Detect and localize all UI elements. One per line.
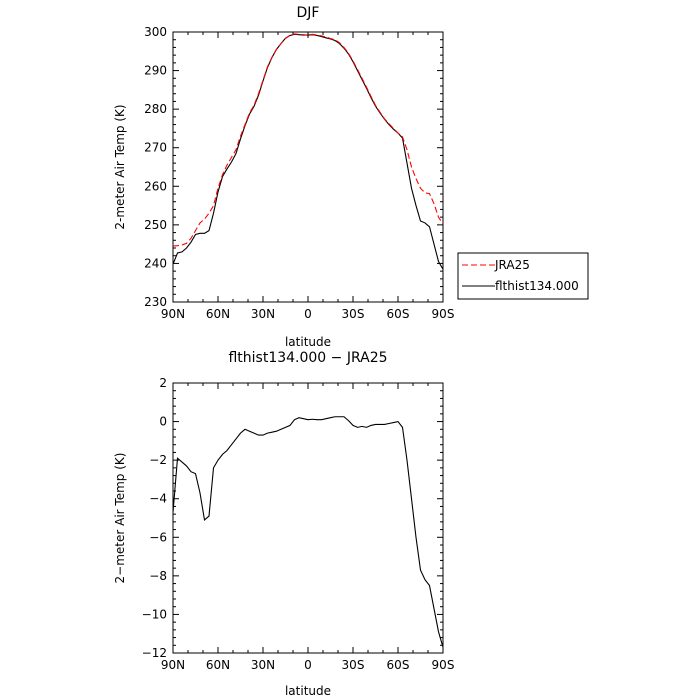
series-line-difference	[172, 416, 444, 648]
y-tick-label: 260	[144, 179, 167, 193]
x-tick-label: 30S	[342, 658, 365, 672]
top-x-axis: 90N 60N 30N 0 30S 60S 90S	[161, 32, 455, 321]
x-tick-label: 60N	[206, 307, 230, 321]
y-tick-label: −6	[149, 530, 167, 544]
y-tick-label: 250	[144, 218, 167, 232]
y-tick-label: 230	[144, 295, 167, 309]
bottom-x-axis-label: latitude	[285, 684, 331, 698]
series-line-flthist134-000	[172, 33, 444, 270]
bottom-panel: flthist134.000 − JRA25 20−2−4−6−8−10−12 …	[113, 350, 454, 698]
bottom-y-axis-label: 2−meter Air Temp (K)	[113, 453, 127, 584]
x-tick-label: 30N	[251, 307, 275, 321]
x-tick-label: 90N	[161, 658, 185, 672]
x-tick-label: 0	[304, 658, 312, 672]
y-tick-label: 240	[144, 256, 167, 270]
x-tick-label: 90S	[432, 307, 455, 321]
bottom-y-axis: 2 0 −2 −4 −6 −8 −10 −12	[142, 376, 443, 660]
legend-box	[457, 252, 589, 300]
x-tick-label: 0	[304, 307, 312, 321]
series-line-jra25	[172, 33, 444, 247]
x-tick-label: 30N	[251, 658, 275, 672]
y-tick-label: −10	[142, 607, 167, 621]
top-series-lines	[172, 33, 444, 270]
y-tick-label: −4	[149, 492, 167, 506]
top-y-axis-label: 2-meter Air Temp (K)	[113, 104, 127, 229]
y-tick-label: −12	[142, 646, 167, 660]
x-tick-label: 90S	[432, 658, 455, 672]
legend: JRA25 flthist134.000	[457, 252, 589, 300]
y-tick-label: 300	[144, 25, 167, 39]
top-title: DJF	[297, 5, 320, 21]
x-tick-label: 60S	[387, 307, 410, 321]
bottom-series-lines	[172, 416, 444, 648]
y-tick-label: −2	[149, 453, 167, 467]
top-panel: DJF 230 240 250 260 270 280 290 300 90N 60N 30N 0 3…	[113, 5, 589, 349]
x-tick-label: 30S	[342, 307, 365, 321]
top-x-axis-label: latitude	[285, 335, 331, 349]
top-y-axis: 230 240 250 260 270 280 290 300	[144, 25, 443, 309]
y-tick-label: 0	[159, 415, 167, 429]
y-tick-label: −8	[149, 569, 167, 583]
top-plot-frame	[172, 31, 444, 303]
bottom-plot-frame	[172, 382, 444, 654]
legend-label-flthist: flthist134.000	[495, 279, 579, 293]
y-tick-label: 270	[144, 141, 167, 155]
x-tick-label: 60N	[206, 658, 230, 672]
bottom-title: flthist134.000 − JRA25	[228, 350, 387, 366]
x-tick-label: 90N	[161, 307, 185, 321]
y-tick-label: 280	[144, 102, 167, 116]
y-tick-label: 290	[144, 64, 167, 78]
x-tick-label: 60S	[387, 658, 410, 672]
y-tick-label: 2	[159, 376, 167, 390]
bottom-x-axis: 90N 60N 30N 0 30S 60S 90S	[161, 383, 455, 672]
legend-label-jra25: JRA25	[494, 258, 530, 272]
